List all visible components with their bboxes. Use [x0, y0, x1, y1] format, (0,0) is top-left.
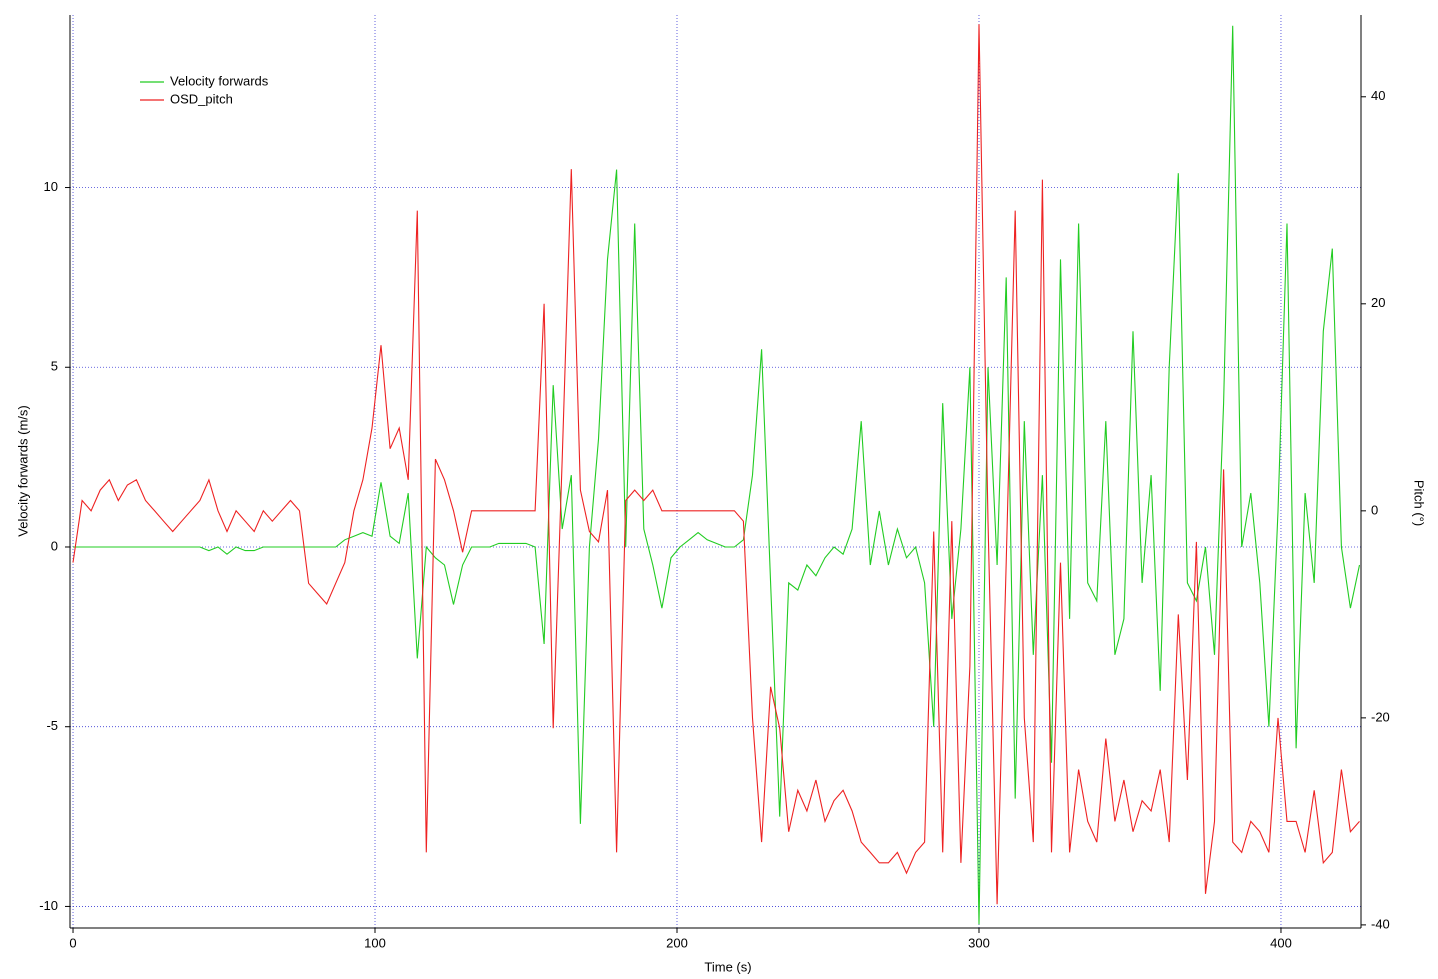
x-tick-label: 200	[666, 935, 688, 950]
y2-axis-label: Pitch (°)	[1412, 480, 1427, 526]
y-tick-label: 0	[51, 538, 58, 553]
y2-tick-label: -20	[1371, 709, 1390, 724]
y-axis-label: Velocity forwards (m/s)	[15, 405, 30, 536]
y2-tick-label: 40	[1371, 88, 1385, 103]
x-tick-label: 100	[364, 935, 386, 950]
legend-label: Velocity forwards	[170, 73, 269, 88]
x-tick-label: 0	[69, 935, 76, 950]
y2-tick-label: 0	[1371, 502, 1378, 517]
x-tick-label: 400	[1270, 935, 1292, 950]
x-axis-label: Time (s)	[704, 959, 751, 974]
series-line	[73, 25, 1361, 925]
y-tick-label: 10	[44, 179, 58, 194]
y-tick-label: 5	[51, 359, 58, 374]
series-line	[72, 24, 1360, 905]
y-tick-label: -5	[46, 718, 58, 733]
legend-label: OSD_pitch	[170, 91, 233, 106]
y2-tick-label: -40	[1371, 916, 1390, 931]
y2-tick-label: 20	[1371, 295, 1385, 310]
y-tick-label: -10	[39, 898, 58, 913]
x-tick-label: 300	[968, 935, 990, 950]
